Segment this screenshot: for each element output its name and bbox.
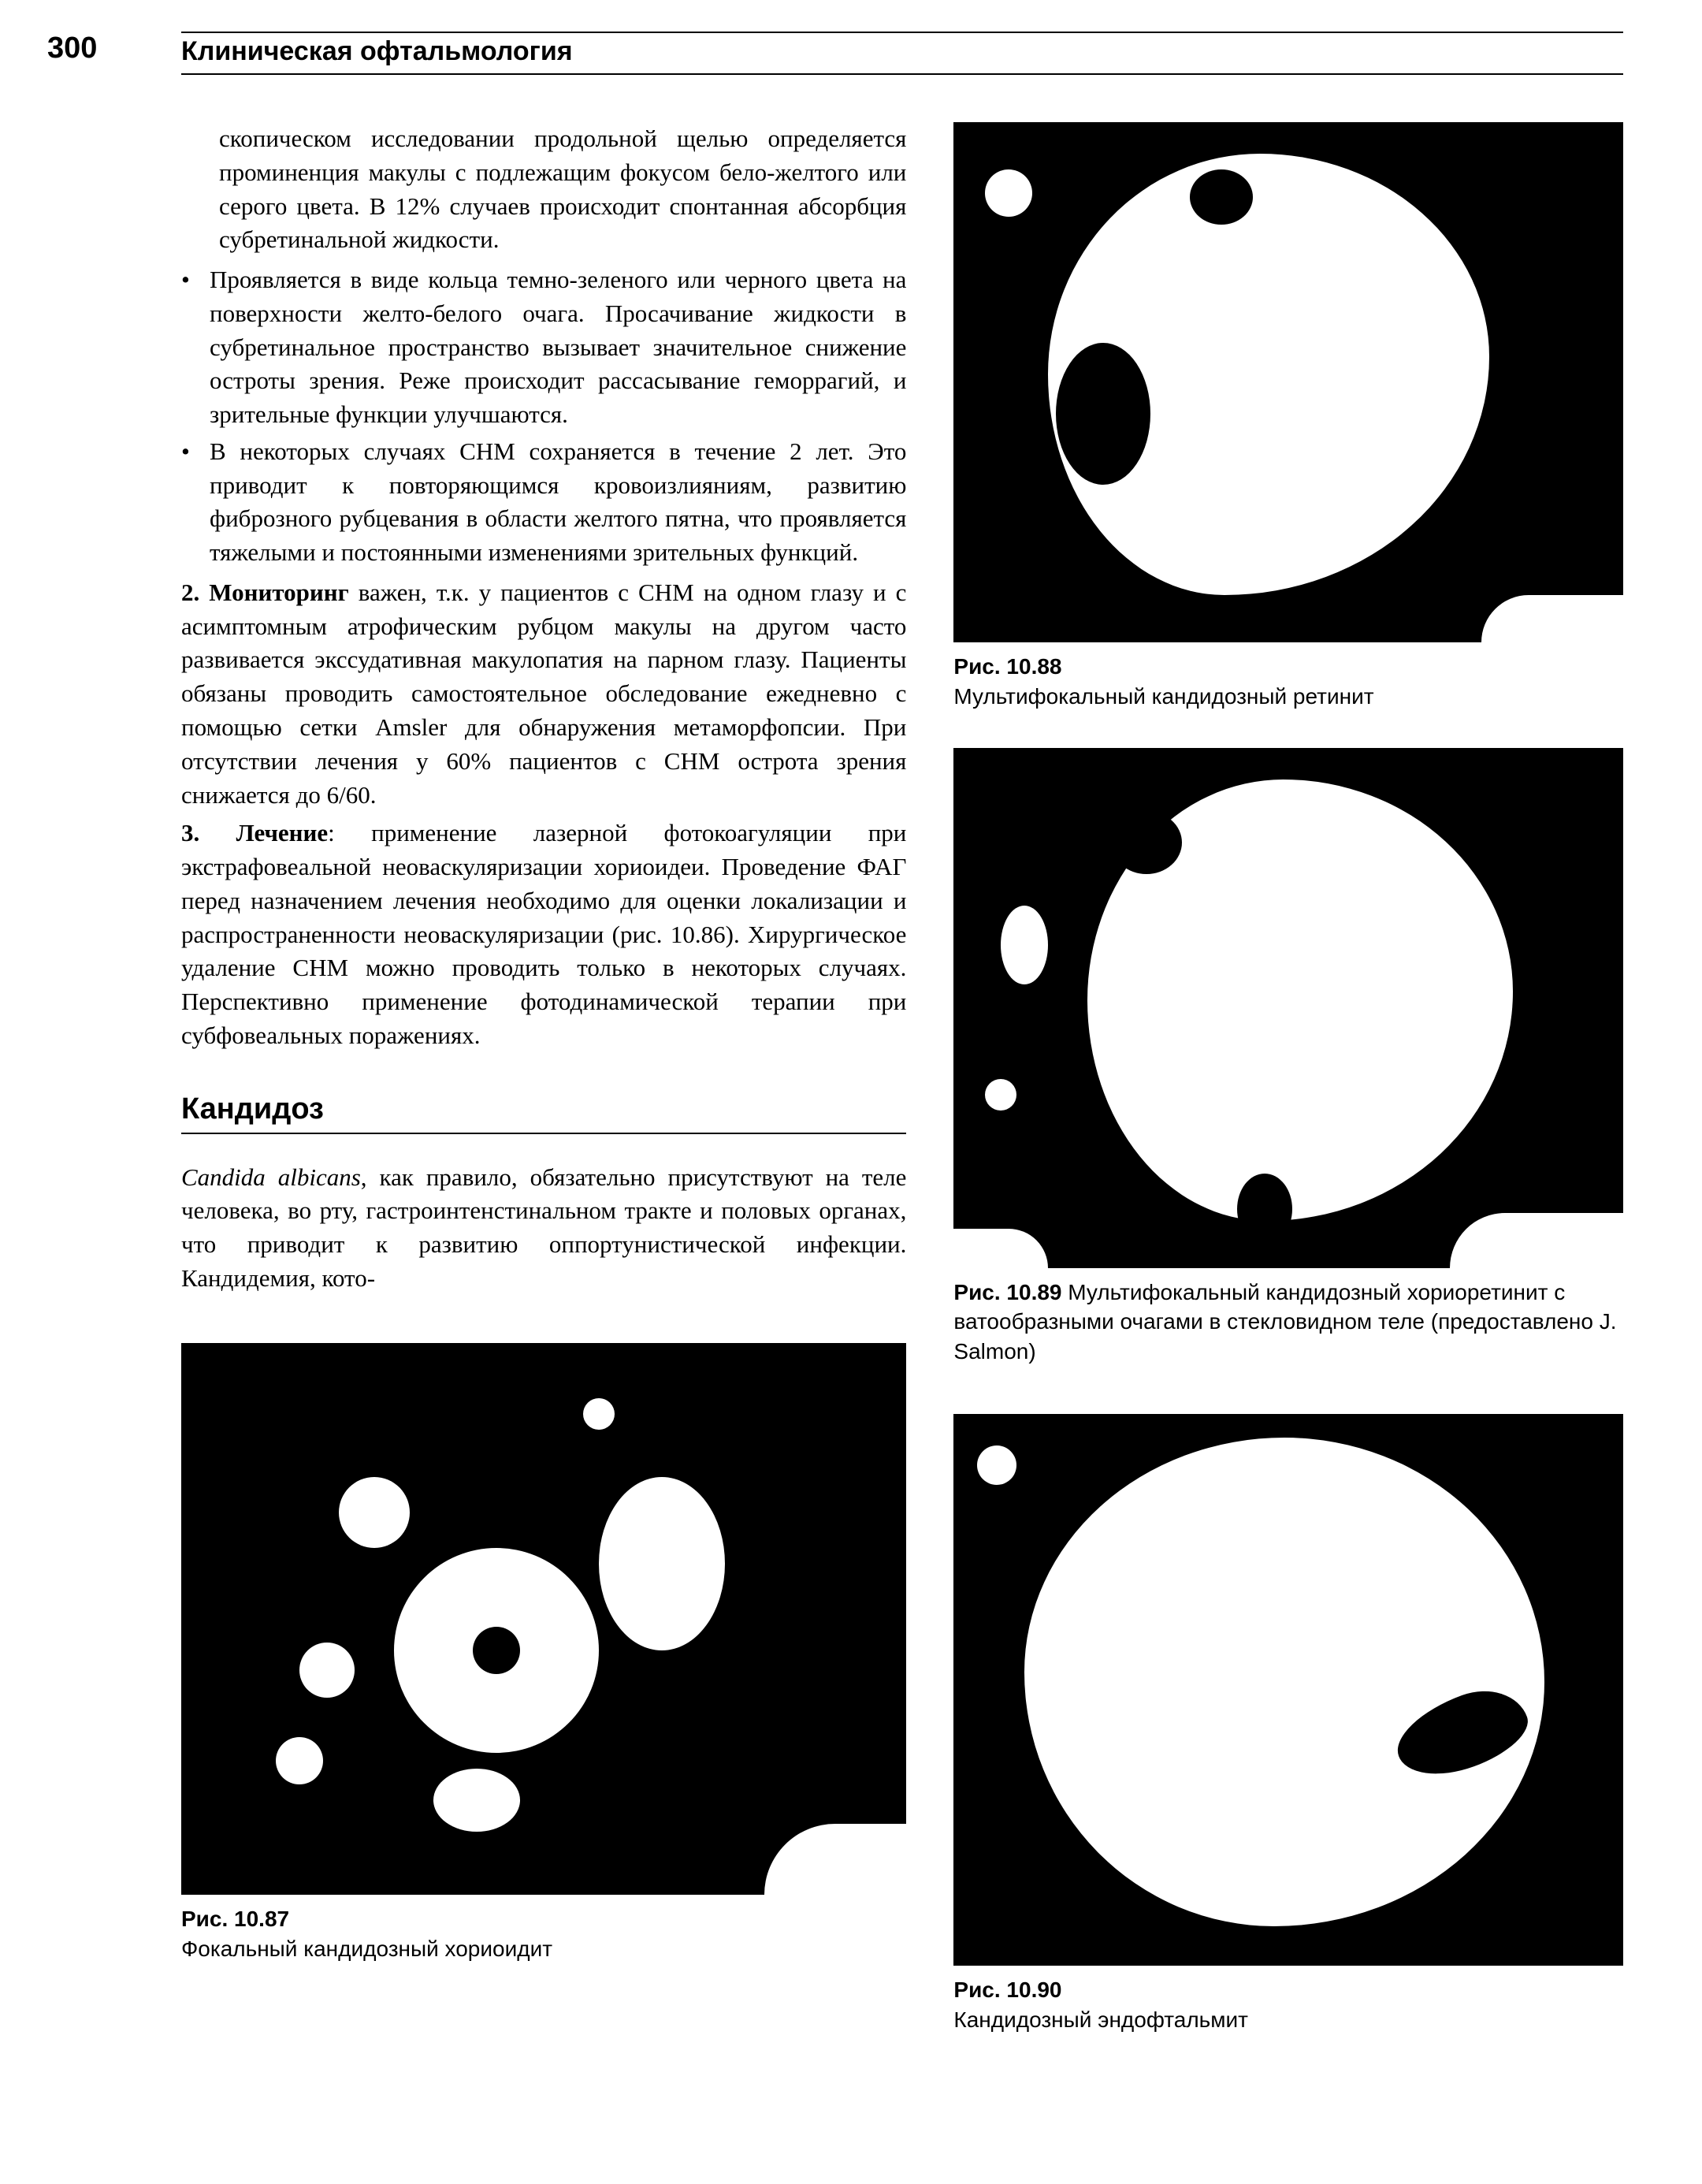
figure-image	[953, 748, 1623, 1268]
italic-term: Candida albicans	[181, 1163, 361, 1191]
bullet-item: В некоторых случаях СНМ сохраняется в те…	[181, 435, 906, 570]
figure-caption: Рис. 10.90 Кандидозный эндофтальмит	[953, 1975, 1623, 2035]
figure-image	[953, 1414, 1623, 1966]
figure-caption-text: Фокальный кандидозный хориоидит	[181, 1934, 906, 1964]
numbered-item-3: 3. Лечение: применение лазерной фотокоаг…	[181, 817, 906, 1052]
bullet-list: Проявляется в виде кольца темно-зеленого…	[181, 263, 906, 570]
figure-number: Рис. 10.89	[953, 1280, 1061, 1304]
item-label: 2. Мониторинг	[181, 579, 349, 606]
figure-number: Рис. 10.90	[953, 1975, 1623, 2005]
section-rule	[181, 1133, 906, 1134]
figure-number: Рис. 10.87	[181, 1904, 906, 1934]
lead-in-paragraph: скопическом исследовании продольной щель…	[219, 122, 906, 257]
two-column-layout: скопическом исследовании продольной щель…	[181, 122, 1623, 2071]
section-heading: Кандидоз	[181, 1092, 906, 1126]
figure-caption-text: Кандидозный эндофтальмит	[953, 2005, 1623, 2035]
figure-caption: Рис. 10.89 Мультифокальный кандидозный х…	[953, 1278, 1623, 1367]
item-label: 3. Лечение	[181, 819, 328, 846]
item-text: : применение лазерной фотокоагуляции при…	[181, 819, 906, 1049]
figure-10-90: Рис. 10.90 Кандидозный эндофтальмит	[953, 1414, 1623, 2035]
figure-10-87: Рис. 10.87 Фокальный кандидозный хориоид…	[181, 1343, 906, 1964]
figure-caption: Рис. 10.87 Фокальный кандидозный хориоид…	[181, 1904, 906, 1964]
figure-image	[953, 122, 1623, 642]
figure-caption-text: Мультифокальный кандидозный ретинит	[953, 682, 1623, 712]
left-column: скопическом исследовании продольной щель…	[181, 122, 906, 2071]
numbered-list: 2. Мониторинг важен, т.к. у пациентов с …	[181, 576, 906, 1053]
page-number: 300	[47, 32, 97, 65]
figure-10-88: Рис. 10.88 Мультифокальный кандидозный р…	[953, 122, 1623, 712]
right-column: Рис. 10.88 Мультифокальный кандидозный р…	[953, 122, 1623, 2071]
figure-image	[181, 1343, 906, 1895]
item-text: важен, т.к. у пациентов с СНМ на одном г…	[181, 579, 906, 809]
running-head: Клиническая офтальмология	[181, 32, 1623, 75]
figure-number: Рис. 10.88	[953, 652, 1623, 682]
figure-10-89: Рис. 10.89 Мультифокальный кандидозный х…	[953, 748, 1623, 1367]
bullet-item: Проявляется в виде кольца темно-зеленого…	[181, 263, 906, 432]
figure-caption: Рис. 10.88 Мультифокальный кандидозный р…	[953, 652, 1623, 712]
section-paragraph: Candida albicans, как правило, обязатель…	[181, 1161, 906, 1296]
numbered-item-2: 2. Мониторинг важен, т.к. у пациентов с …	[181, 576, 906, 812]
